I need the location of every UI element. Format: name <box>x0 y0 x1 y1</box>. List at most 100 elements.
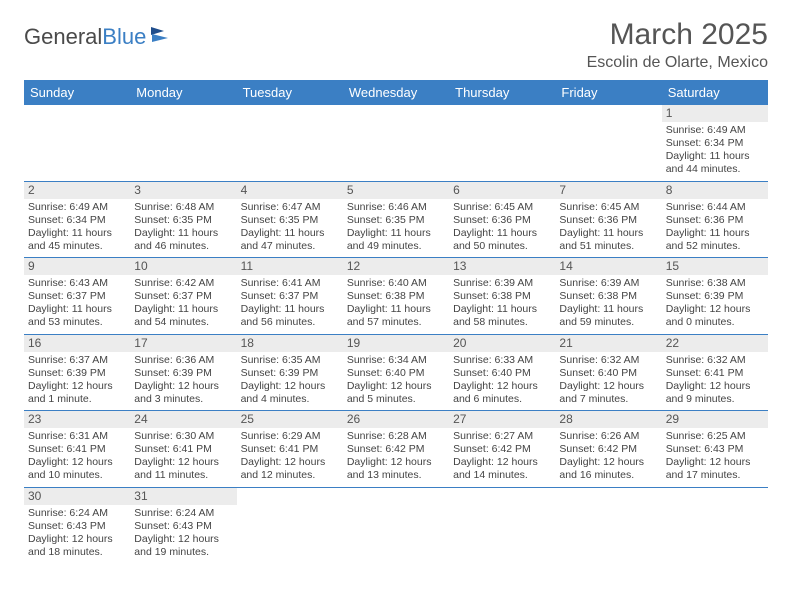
daylight-line: Daylight: 11 hours and 51 minutes. <box>559 227 657 253</box>
sunset-line: Sunset: 6:41 PM <box>241 443 339 456</box>
calendar-cell: 10 Sunrise: 6:42 AMSunset: 6:37 PMDayligh… <box>130 258 236 335</box>
daylight-line: Daylight: 12 hours and 11 minutes. <box>134 456 232 482</box>
sunset-line: Sunset: 6:42 PM <box>347 443 445 456</box>
location: Escolin de Olarte, Mexico <box>587 54 768 72</box>
calendar-cell: 6Sunrise: 6:45 AMSunset: 6:36 PMDaylight… <box>449 181 555 258</box>
day-number: 1 <box>662 105 768 122</box>
calendar-cell: 29Sunrise: 6:25 AMSunset: 6:43 PMDayligh… <box>662 411 768 488</box>
calendar-cell: 12Sunrise: 6:40 AMSunset: 6:38 PMDayligh… <box>343 258 449 335</box>
day-number: 20 <box>449 335 555 352</box>
day-number: 8 <box>662 182 768 199</box>
sunrise-line: Sunrise: 6:27 AM <box>453 430 551 443</box>
sunrise-line: Sunrise: 6:38 AM <box>666 277 764 290</box>
calendar-body: 1Sunrise: 6:49 AMSunset: 6:34 PMDaylight… <box>24 105 768 563</box>
sunrise-line: Sunrise: 6:37 AM <box>28 354 126 367</box>
sunset-line: Sunset: 6:35 PM <box>347 214 445 227</box>
calendar-cell: 15Sunrise: 6:38 AMSunset: 6:39 PMDayligh… <box>662 258 768 335</box>
daylight-line: Daylight: 12 hours and 13 minutes. <box>347 456 445 482</box>
daylight-line: Daylight: 12 hours and 5 minutes. <box>347 380 445 406</box>
calendar-cell: 9Sunrise: 6:43 AMSunset: 6:37 PMDaylight… <box>24 258 130 335</box>
sunrise-line: Sunrise: 6:26 AM <box>559 430 657 443</box>
sunset-line: Sunset: 6:42 PM <box>559 443 657 456</box>
sunset-line: Sunset: 6:43 PM <box>134 520 232 533</box>
calendar-cell: 24Sunrise: 6:30 AMSunset: 6:41 PMDayligh… <box>130 411 236 488</box>
calendar-cell: 18Sunrise: 6:35 AMSunset: 6:39 PMDayligh… <box>237 334 343 411</box>
calendar-cell: 19Sunrise: 6:34 AMSunset: 6:40 PMDayligh… <box>343 334 449 411</box>
sunrise-line: Sunrise: 6:41 AM <box>241 277 339 290</box>
sunrise-line: Sunrise: 6:36 AM <box>134 354 232 367</box>
calendar-cell: 8 Sunrise: 6:44 AMSunset: 6:36 PMDaylight… <box>662 181 768 258</box>
day-number: 29 <box>662 411 768 428</box>
daylight-line: Daylight: 11 hours and 52 minutes. <box>666 227 764 253</box>
daylight-line: Daylight: 12 hours and 19 minutes. <box>134 533 232 559</box>
calendar-cell: 3Sunrise: 6:48 AMSunset: 6:35 PMDaylight… <box>130 181 236 258</box>
day-number: 23 <box>24 411 130 428</box>
logo-text-b: Blue <box>102 24 146 50</box>
day-number: 18 <box>237 335 343 352</box>
daylight-line: Daylight: 12 hours and 4 minutes. <box>241 380 339 406</box>
sunset-line: Sunset: 6:36 PM <box>666 214 764 227</box>
day-number: 10 <box>130 258 236 275</box>
calendar-cell: 13Sunrise: 6:39 AMSunset: 6:38 PMDayligh… <box>449 258 555 335</box>
day-number: 21 <box>555 335 661 352</box>
sunrise-line: Sunrise: 6:45 AM <box>559 201 657 214</box>
sunset-line: Sunset: 6:43 PM <box>666 443 764 456</box>
day-number: 9 <box>24 258 130 275</box>
sunrise-line: Sunrise: 6:49 AM <box>666 124 764 137</box>
calendar-cell: 22Sunrise: 6:32 AMSunset: 6:41 PMDayligh… <box>662 334 768 411</box>
sunset-line: Sunset: 6:39 PM <box>28 367 126 380</box>
calendar-cell <box>343 487 449 563</box>
day-number: 5 <box>343 182 449 199</box>
sunrise-line: Sunrise: 6:29 AM <box>241 430 339 443</box>
daylight-line: Daylight: 11 hours and 58 minutes. <box>453 303 551 329</box>
sunrise-line: Sunrise: 6:47 AM <box>241 201 339 214</box>
calendar-cell <box>130 105 236 181</box>
day-number: 4 <box>237 182 343 199</box>
sunset-line: Sunset: 6:34 PM <box>666 137 764 150</box>
day-number: 3 <box>130 182 236 199</box>
calendar-cell: 14Sunrise: 6:39 AMSunset: 6:38 PMDayligh… <box>555 258 661 335</box>
daylight-line: Daylight: 12 hours and 1 minute. <box>28 380 126 406</box>
calendar-cell <box>449 487 555 563</box>
calendar-cell <box>24 105 130 181</box>
calendar-head: SundayMondayTuesdayWednesdayThursdayFrid… <box>24 80 768 105</box>
daylight-line: Daylight: 12 hours and 3 minutes. <box>134 380 232 406</box>
weekday-header: Thursday <box>449 80 555 105</box>
calendar-cell: 11Sunrise: 6:41 AMSunset: 6:37 PMDayligh… <box>237 258 343 335</box>
sunset-line: Sunset: 6:37 PM <box>134 290 232 303</box>
day-number: 25 <box>237 411 343 428</box>
sunset-line: Sunset: 6:40 PM <box>347 367 445 380</box>
sunset-line: Sunset: 6:41 PM <box>28 443 126 456</box>
calendar-cell <box>555 105 661 181</box>
day-number: 11 <box>237 258 343 275</box>
sunrise-line: Sunrise: 6:32 AM <box>559 354 657 367</box>
day-number: 26 <box>343 411 449 428</box>
daylight-line: Daylight: 11 hours and 54 minutes. <box>134 303 232 329</box>
calendar-cell: 4Sunrise: 6:47 AMSunset: 6:35 PMDaylight… <box>237 181 343 258</box>
sunrise-line: Sunrise: 6:44 AM <box>666 201 764 214</box>
day-number: 16 <box>24 335 130 352</box>
day-number: 2 <box>24 182 130 199</box>
day-number: 31 <box>130 488 236 505</box>
day-number: 30 <box>24 488 130 505</box>
sunrise-line: Sunrise: 6:42 AM <box>134 277 232 290</box>
sunrise-line: Sunrise: 6:48 AM <box>134 201 232 214</box>
calendar-cell: 20Sunrise: 6:33 AMSunset: 6:40 PMDayligh… <box>449 334 555 411</box>
daylight-line: Daylight: 12 hours and 18 minutes. <box>28 533 126 559</box>
calendar-cell: 26Sunrise: 6:28 AMSunset: 6:42 PMDayligh… <box>343 411 449 488</box>
calendar-cell <box>662 487 768 563</box>
calendar-cell: 16 Sunrise: 6:37 AMSunset: 6:39 PMDayligh… <box>24 334 130 411</box>
sunset-line: Sunset: 6:43 PM <box>28 520 126 533</box>
calendar-cell: 17Sunrise: 6:36 AMSunset: 6:39 PMDayligh… <box>130 334 236 411</box>
calendar-cell: 23Sunrise: 6:31 AMSunset: 6:41 PMDayligh… <box>24 411 130 488</box>
sunset-line: Sunset: 6:34 PM <box>28 214 126 227</box>
sunset-line: Sunset: 6:37 PM <box>28 290 126 303</box>
logo-text-a: General <box>24 24 102 50</box>
sunset-line: Sunset: 6:36 PM <box>559 214 657 227</box>
sunset-line: Sunset: 6:40 PM <box>453 367 551 380</box>
calendar-cell <box>449 105 555 181</box>
day-number: 7 <box>555 182 661 199</box>
sunset-line: Sunset: 6:41 PM <box>666 367 764 380</box>
daylight-line: Daylight: 12 hours and 10 minutes. <box>28 456 126 482</box>
title-block: March 2025 Escolin de Olarte, Mexico <box>587 18 768 72</box>
